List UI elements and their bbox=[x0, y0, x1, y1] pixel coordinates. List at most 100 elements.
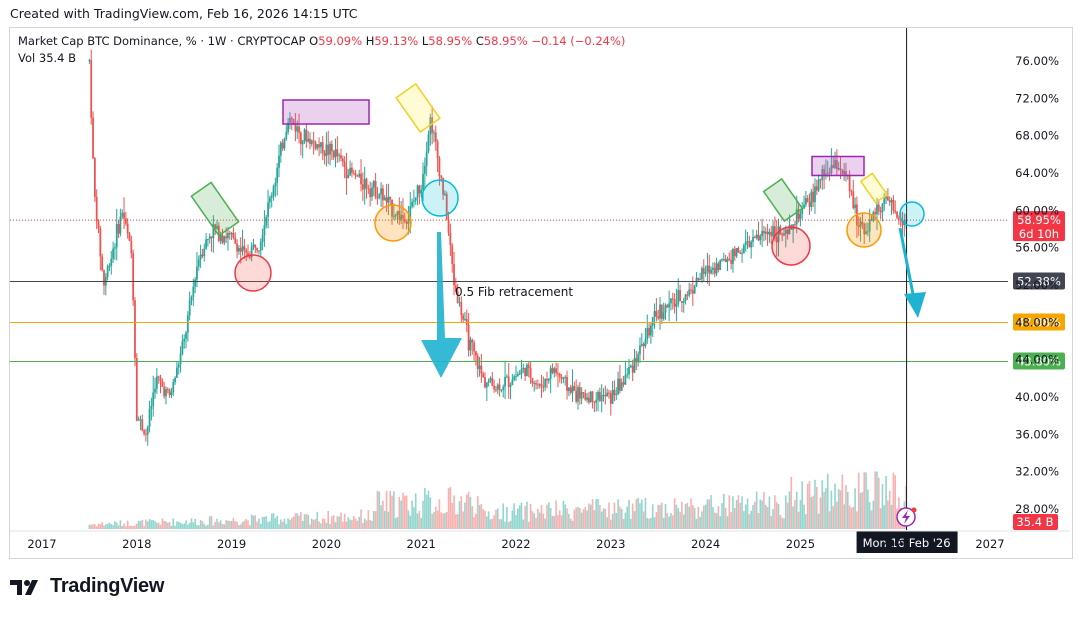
volume-bar bbox=[628, 499, 630, 529]
candle-body bbox=[742, 245, 745, 254]
volume-bar bbox=[227, 520, 229, 529]
volume-bar bbox=[469, 496, 472, 529]
level-price-tag bbox=[1013, 272, 1065, 290]
volume-bar bbox=[655, 512, 658, 529]
candle-body bbox=[134, 300, 136, 359]
volume-bar bbox=[307, 514, 309, 529]
y-tick-label: 52.00% bbox=[1015, 278, 1059, 292]
candle-body bbox=[252, 244, 255, 247]
x-tick-label: 2027 bbox=[975, 537, 1004, 551]
candle-body bbox=[557, 373, 559, 375]
candle-body bbox=[507, 376, 510, 387]
volume-bar bbox=[661, 502, 663, 529]
candle-body bbox=[679, 290, 681, 302]
candle-body bbox=[478, 365, 481, 370]
candle-body bbox=[566, 376, 568, 391]
candle-body bbox=[114, 247, 116, 249]
volume-bar bbox=[892, 472, 895, 529]
volume-bar bbox=[234, 521, 237, 529]
candle-body bbox=[717, 263, 720, 271]
candle-body bbox=[671, 298, 674, 300]
candle-body bbox=[713, 267, 716, 274]
volume-bar bbox=[682, 514, 685, 529]
volume-bar bbox=[438, 499, 441, 529]
candle-body bbox=[185, 332, 187, 339]
volume-bar bbox=[589, 504, 592, 529]
volume-bar bbox=[538, 512, 541, 529]
volume-bar bbox=[668, 516, 670, 529]
candle-body bbox=[467, 324, 470, 351]
candle-body bbox=[360, 173, 362, 185]
candle-body bbox=[863, 223, 866, 235]
tradingview-logo[interactable]: TradingView bbox=[10, 575, 164, 598]
volume-bar bbox=[546, 504, 548, 529]
volume-bar bbox=[121, 526, 124, 529]
y-tick-label: 64.00% bbox=[1015, 166, 1059, 180]
candle-body bbox=[715, 263, 718, 274]
volume-bar bbox=[192, 522, 195, 529]
purple-box bbox=[282, 99, 370, 125]
candle-body bbox=[646, 327, 649, 340]
volume-bar bbox=[728, 495, 731, 529]
volume-bar bbox=[688, 506, 690, 529]
candle-body bbox=[888, 200, 891, 203]
candle-body bbox=[177, 364, 180, 368]
volume-bar bbox=[597, 498, 599, 529]
volume-bar bbox=[524, 505, 526, 529]
volume-bar bbox=[823, 491, 825, 529]
volume-bar bbox=[611, 513, 614, 529]
candle-body bbox=[292, 119, 295, 124]
chart-panel[interactable] bbox=[9, 27, 1073, 559]
orange-circle bbox=[846, 212, 882, 248]
candle-body bbox=[598, 392, 601, 402]
volume-bar bbox=[496, 508, 499, 529]
volume-bar bbox=[172, 518, 175, 529]
volume-bar bbox=[181, 524, 184, 529]
candle-body bbox=[500, 389, 503, 391]
volume-bar bbox=[207, 524, 209, 529]
candle-body bbox=[405, 221, 408, 224]
volume-bar bbox=[345, 521, 348, 529]
candle-body bbox=[480, 365, 483, 374]
volume-bar bbox=[704, 504, 707, 529]
volume-bar bbox=[478, 505, 481, 529]
volume-bar bbox=[285, 523, 288, 529]
candle-body bbox=[591, 391, 594, 402]
candle-body bbox=[341, 158, 344, 162]
volume-bar bbox=[553, 516, 556, 529]
candle-body bbox=[223, 236, 226, 243]
volume-bar bbox=[657, 504, 659, 529]
volume-bar bbox=[294, 513, 297, 529]
volume-bar bbox=[236, 521, 238, 529]
candle-body bbox=[830, 165, 833, 174]
candle-body bbox=[773, 226, 776, 237]
candle-body bbox=[755, 234, 758, 238]
volume-bar bbox=[464, 502, 466, 529]
candle-body bbox=[287, 122, 290, 133]
volume-bar bbox=[292, 516, 295, 529]
candle-body bbox=[575, 390, 578, 402]
volume-bar bbox=[369, 519, 371, 529]
volume-bar bbox=[670, 513, 672, 529]
candle-body bbox=[544, 379, 547, 388]
volume-bar bbox=[340, 512, 342, 529]
volume-bar bbox=[261, 517, 264, 529]
candle-body bbox=[662, 312, 665, 319]
candle-body bbox=[152, 392, 155, 406]
volume-bar bbox=[221, 524, 224, 529]
candle-body bbox=[504, 376, 506, 387]
volume-bar bbox=[393, 491, 395, 529]
volume-bar bbox=[890, 504, 893, 529]
volume-bar bbox=[575, 507, 577, 529]
candle-body bbox=[660, 304, 663, 319]
down-arrow-icon bbox=[421, 232, 462, 378]
candle-body bbox=[168, 389, 171, 396]
volume-bar bbox=[513, 503, 515, 529]
volume-bar bbox=[356, 520, 359, 529]
volume-bar bbox=[520, 502, 523, 529]
volume-bar bbox=[500, 519, 503, 529]
candle-body bbox=[258, 250, 260, 252]
candle-body bbox=[608, 392, 610, 394]
volume-bar bbox=[197, 525, 200, 529]
